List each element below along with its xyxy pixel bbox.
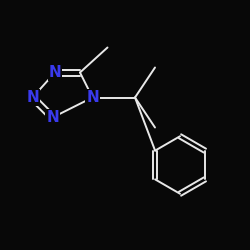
Text: N: N [48,65,62,80]
Text: N: N [46,110,59,125]
Text: N: N [26,90,39,105]
Text: N: N [86,90,99,105]
